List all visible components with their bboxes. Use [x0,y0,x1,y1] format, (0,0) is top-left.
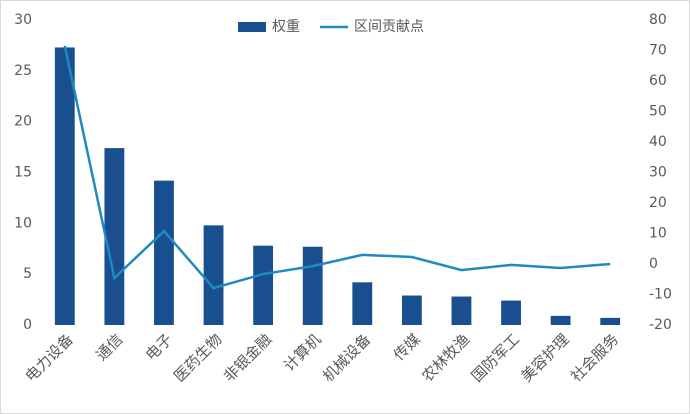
y-tick-label: 20 [14,114,32,130]
bar [451,296,472,325]
y2-tick-label: 20 [649,195,667,211]
bar [54,47,75,325]
y2-tick-label: -20 [649,317,672,333]
line [63,45,611,290]
bar [401,295,422,325]
y-tick-label: 0 [23,317,32,333]
y-tick-label: 15 [14,165,32,181]
y2-tick-label: -10 [649,287,672,303]
legend-swatch [238,22,266,32]
bar [550,315,571,325]
bar [501,300,521,325]
y2-tick-label: 70 [649,43,667,59]
bar [302,246,323,325]
y-tick-label: 30 [14,12,32,28]
y2-tick-label: 60 [649,73,667,89]
y2-tick-label: 0 [649,256,658,272]
bar [154,180,174,325]
y2-tick-label: 80 [649,12,667,28]
legend-label: 区间贡献点 [354,19,424,35]
y2-tick-label: 10 [649,226,667,242]
y2-tick-label: 30 [649,165,667,181]
y2-tick-label: 50 [649,104,667,120]
bar [104,148,125,325]
y2-tick-label: 40 [649,134,667,150]
bar [352,282,373,325]
bar [203,225,224,325]
legend-label: 权重 [272,19,300,35]
bar [253,245,274,325]
y-tick-label: 25 [14,63,32,79]
bar [600,317,621,325]
y-tick-label: 5 [23,266,32,282]
y-tick-label: 10 [14,215,32,231]
